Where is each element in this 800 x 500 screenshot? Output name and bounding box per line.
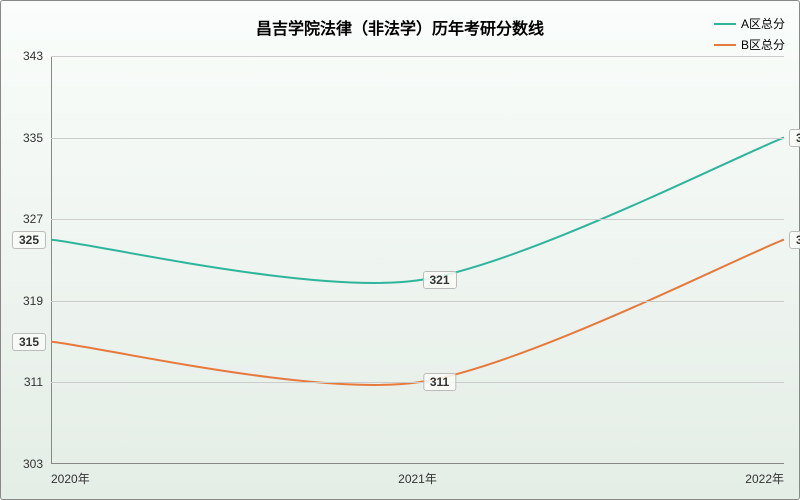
plot-area: 3033113193273353432020年2021年2022年3253213… [51,56,784,464]
y-tick-label: 303 [23,457,51,471]
chart-container: 昌吉学院法律（非法学）历年考研分数线 A区总分B区总分 303311319327… [0,0,800,500]
gridline-h [51,382,784,383]
legend-swatch [714,23,736,25]
x-tick-label: 2021年 [398,464,437,487]
legend-item: B区总分 [714,36,785,53]
y-tick-label: 311 [24,375,51,389]
legend-item: A区总分 [714,15,785,32]
gridline-h [51,301,784,302]
data-point-label: 311 [423,373,456,391]
legend-label: B区总分 [741,36,785,53]
legend: A区总分 B区总分 [714,15,785,57]
gridline-h [51,56,784,57]
data-point-label: 325 [12,231,46,249]
y-tick-label: 335 [23,131,51,145]
legend-swatch [714,44,736,46]
y-tick-label: 327 [23,212,51,226]
line-series-svg [51,56,784,464]
data-point-label: 325 [789,231,800,249]
legend-label: A区总分 [741,15,785,32]
gridline-h [51,138,784,139]
series-line [51,240,784,385]
y-tick-label: 319 [23,294,51,308]
x-tick-label: 2022年 [745,464,784,487]
chart-title: 昌吉学院法律（非法学）历年考研分数线 [1,15,799,39]
data-point-label: 315 [12,333,46,351]
data-point-label: 321 [422,271,456,289]
data-point-label: 335 [789,129,800,147]
gridline-h [51,219,784,220]
x-tick-label: 2020年 [51,464,90,487]
series-line [51,138,784,283]
y-tick-label: 343 [23,49,51,63]
